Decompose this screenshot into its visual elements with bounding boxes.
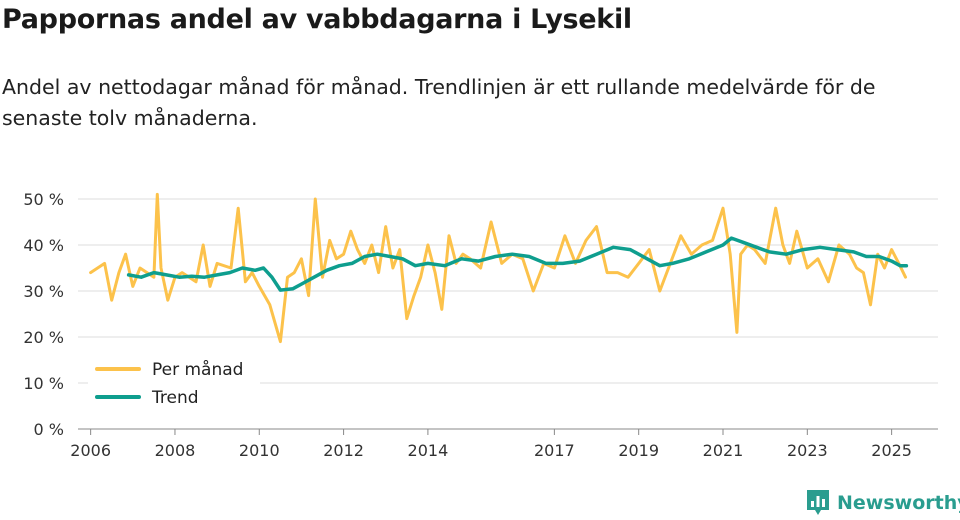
x-tick-label: 2008 [155,441,196,460]
y-tick-label: 0 % [34,420,64,439]
chart-subtitle: Andel av nettodagar månad för månad. Tre… [2,75,876,130]
y-tick-label: 20 % [23,328,64,347]
legend-background [88,354,260,414]
x-tick-label: 2023 [787,441,828,460]
x-axis: 2006 2008 2010 2012 2014 2017 2019 2021 2023 2025 [70,429,912,460]
x-tick-label: 2021 [703,441,744,460]
bar-chart-bubble-icon [807,490,829,515]
y-tick-label: 40 % [23,236,64,255]
brand-name: Newsworthy [837,492,960,514]
x-tick-label: 2025 [871,441,912,460]
y-axis: 0 % 10 % 20 % 30 % 40 % 50 % [23,190,64,439]
series-line-trend [126,236,909,292]
x-tick-label: 2019 [618,441,659,460]
y-tick-label: 50 % [23,190,64,209]
legend-label-monthly: Per månad [152,359,243,380]
legend-label-trend: Trend [151,388,199,408]
y-tick-label: 10 % [23,374,64,393]
chart-title: Pappornas andel av vabbdagarna i Lysekil [2,4,632,35]
series-line-monthly [89,192,907,344]
x-tick-label: 2010 [239,441,280,460]
x-tick-label: 2006 [70,441,111,460]
x-tick-label: 2014 [408,441,449,460]
brand: Newsworthy [805,488,960,518]
x-tick-label: 2017 [534,441,575,460]
y-tick-label: 30 % [23,282,64,301]
x-tick-label: 2012 [323,441,364,460]
legend: Per månad Trend [88,354,260,414]
series-layer [89,192,909,344]
